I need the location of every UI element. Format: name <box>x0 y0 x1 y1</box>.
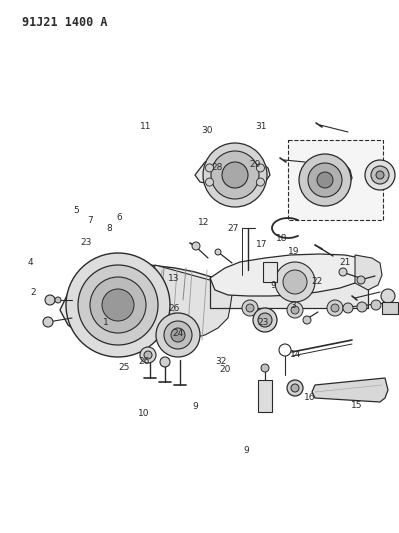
Circle shape <box>371 300 381 310</box>
Circle shape <box>43 317 53 327</box>
Circle shape <box>339 268 347 276</box>
Circle shape <box>156 313 200 357</box>
Circle shape <box>287 380 303 396</box>
Text: 31: 31 <box>256 123 267 131</box>
Text: 9: 9 <box>243 446 249 455</box>
Circle shape <box>299 154 351 206</box>
Circle shape <box>343 303 353 313</box>
Circle shape <box>357 276 365 284</box>
Polygon shape <box>195 157 270 186</box>
Text: 19: 19 <box>288 247 299 256</box>
Circle shape <box>203 143 267 207</box>
Circle shape <box>287 302 303 318</box>
Circle shape <box>90 277 146 333</box>
Text: 11: 11 <box>140 123 151 131</box>
Text: 20: 20 <box>220 365 231 374</box>
Text: 27: 27 <box>228 224 239 232</box>
Text: 30: 30 <box>202 126 213 135</box>
Circle shape <box>215 249 221 255</box>
Text: 9: 9 <box>271 281 276 289</box>
Circle shape <box>160 357 170 367</box>
Circle shape <box>246 304 254 312</box>
Polygon shape <box>355 255 382 290</box>
Circle shape <box>327 300 343 316</box>
Circle shape <box>331 304 339 312</box>
Text: 6: 6 <box>117 213 122 222</box>
Circle shape <box>55 297 61 303</box>
Text: 91J21 1400 A: 91J21 1400 A <box>22 16 107 29</box>
Circle shape <box>66 253 170 357</box>
Circle shape <box>144 351 152 359</box>
Circle shape <box>45 295 55 305</box>
Text: 24: 24 <box>172 329 183 337</box>
Text: 22: 22 <box>312 277 323 286</box>
Text: 9: 9 <box>193 402 198 410</box>
Circle shape <box>279 344 291 356</box>
Circle shape <box>171 328 185 342</box>
Text: 15: 15 <box>352 401 363 409</box>
Text: 7: 7 <box>87 216 93 224</box>
Circle shape <box>291 306 299 314</box>
Text: 32: 32 <box>216 357 227 366</box>
Text: 10: 10 <box>138 409 149 417</box>
Polygon shape <box>300 159 352 190</box>
Text: 1: 1 <box>103 318 109 327</box>
Text: 23: 23 <box>258 318 269 327</box>
Text: 17: 17 <box>256 240 267 248</box>
Text: 29: 29 <box>250 160 261 168</box>
Text: 8: 8 <box>107 224 113 232</box>
Polygon shape <box>60 265 228 338</box>
Circle shape <box>78 265 158 345</box>
Circle shape <box>257 164 265 172</box>
Polygon shape <box>312 378 388 402</box>
Text: 4: 4 <box>27 258 33 266</box>
Circle shape <box>283 270 307 294</box>
Circle shape <box>381 289 395 303</box>
Circle shape <box>258 313 272 327</box>
Circle shape <box>376 171 384 179</box>
Text: 28: 28 <box>212 164 223 172</box>
Circle shape <box>242 300 258 316</box>
Circle shape <box>164 321 192 349</box>
Circle shape <box>317 172 333 188</box>
Text: 25: 25 <box>118 364 129 372</box>
Circle shape <box>253 308 277 332</box>
Circle shape <box>371 166 389 184</box>
Circle shape <box>257 178 265 186</box>
Text: 26: 26 <box>168 304 179 312</box>
Circle shape <box>365 160 395 190</box>
Bar <box>263 262 277 282</box>
Text: 5: 5 <box>73 206 79 215</box>
Circle shape <box>222 162 248 188</box>
Bar <box>382 302 398 314</box>
Circle shape <box>205 164 213 172</box>
Polygon shape <box>148 265 232 342</box>
Bar <box>258 380 272 412</box>
Circle shape <box>308 163 342 197</box>
Circle shape <box>102 289 134 321</box>
Polygon shape <box>210 254 370 296</box>
Text: 26: 26 <box>138 357 149 366</box>
Bar <box>288 140 383 220</box>
Text: 23: 23 <box>80 238 91 247</box>
Circle shape <box>275 262 315 302</box>
Text: 13: 13 <box>168 274 179 282</box>
Circle shape <box>140 347 156 363</box>
Text: 18: 18 <box>276 234 287 243</box>
Text: 12: 12 <box>198 219 209 227</box>
Circle shape <box>357 302 367 312</box>
Text: 16: 16 <box>304 393 315 401</box>
Circle shape <box>192 242 200 250</box>
Circle shape <box>261 364 269 372</box>
Circle shape <box>291 384 299 392</box>
Text: 3: 3 <box>290 301 296 310</box>
Circle shape <box>211 151 259 199</box>
Circle shape <box>303 316 311 324</box>
Circle shape <box>205 178 213 186</box>
Polygon shape <box>210 265 368 308</box>
Text: 21: 21 <box>340 259 351 267</box>
Text: 2: 2 <box>30 288 36 296</box>
Text: 14: 14 <box>290 350 301 359</box>
